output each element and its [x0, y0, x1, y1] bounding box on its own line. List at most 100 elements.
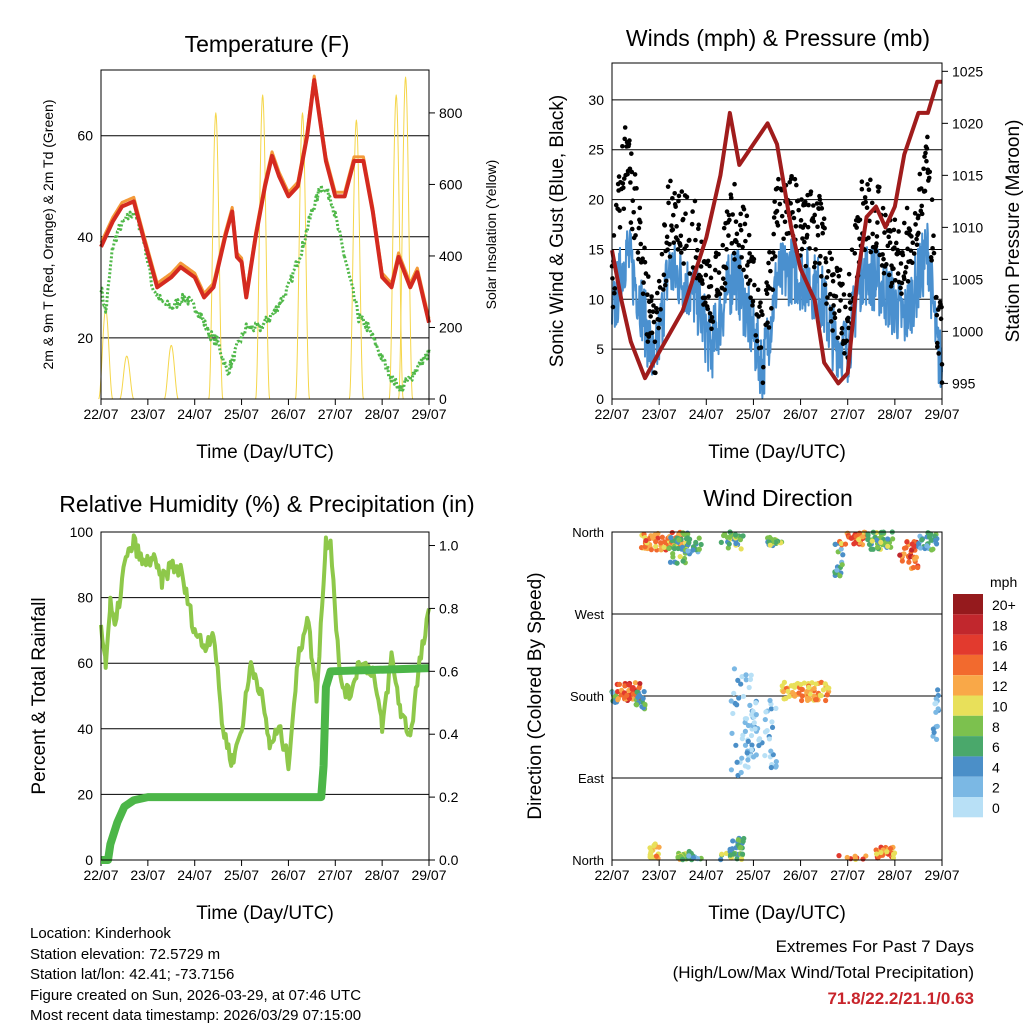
gust-point: [726, 212, 732, 218]
y-right-axis-label: Station Pressure (Maroon): [1003, 120, 1024, 343]
gust-point: [661, 287, 666, 292]
x-tick-label: 22/07: [83, 406, 118, 422]
direction-point: [909, 541, 915, 547]
humidity-line: [99, 533, 431, 772]
gust-point: [881, 270, 887, 276]
gust-point: [633, 233, 638, 238]
gust-point: [830, 278, 836, 284]
gust-point: [808, 189, 814, 194]
gust-point: [846, 271, 852, 277]
gust-point: [781, 236, 786, 242]
gust-point: [661, 272, 667, 278]
legend-swatch: [953, 594, 983, 615]
gust-point: [637, 219, 643, 225]
gust-point: [647, 309, 653, 314]
direction-point: [641, 689, 647, 695]
direction-point: [747, 676, 754, 683]
gust-point: [905, 279, 911, 284]
direction-point: [676, 537, 682, 543]
direction-point: [667, 559, 674, 565]
direction-point: [739, 736, 745, 742]
direction-point: [917, 545, 924, 551]
legend-swatch: [953, 675, 983, 696]
gust-point: [617, 225, 623, 230]
direction-point: [885, 543, 891, 549]
gust-point: [929, 197, 935, 203]
gust-point: [728, 195, 734, 201]
direction-point: [622, 683, 628, 689]
gust-point: [617, 208, 622, 213]
direction-point: [934, 723, 940, 729]
gust-point: [680, 216, 686, 222]
direction-point: [653, 539, 659, 545]
direction-point: [615, 695, 622, 702]
gust-point: [703, 300, 708, 305]
gust-point: [746, 232, 752, 238]
direction-point: [746, 684, 752, 691]
gust-point: [798, 218, 804, 223]
gust-point: [823, 259, 829, 265]
gust-point: [796, 207, 801, 213]
gust-point: [626, 141, 632, 147]
location-text: Location: Kinderhook: [30, 925, 171, 942]
gust-point: [768, 268, 773, 274]
gust-point: [679, 189, 685, 194]
gust-point: [678, 233, 684, 239]
y-tick-label: 25: [588, 142, 604, 158]
chart-title: Relative Humidity (%) & Precipitation (i…: [59, 491, 474, 517]
x-tick-label: 24/07: [689, 406, 724, 422]
gust-point: [833, 294, 839, 299]
gust-point: [662, 282, 668, 288]
gust-point: [812, 212, 818, 218]
direction-point: [897, 552, 903, 558]
x-tick-label: 25/07: [736, 406, 771, 422]
gust-point: [876, 189, 881, 194]
gust-point: [794, 182, 799, 188]
gust-point: [648, 314, 653, 319]
x-tick-label: 29/07: [411, 867, 446, 883]
direction-point: [769, 719, 775, 725]
gust-point: [724, 247, 729, 252]
gust-point: [708, 283, 714, 289]
gust-point: [774, 208, 780, 214]
gust-point: [866, 235, 871, 241]
x-axis-label: Time (Day/UTC): [708, 442, 846, 463]
direction-point: [728, 767, 735, 773]
direction-point: [742, 742, 749, 748]
direction-point: [781, 679, 788, 685]
legend-swatch: [953, 736, 983, 757]
gust-point: [649, 330, 655, 336]
gust-point: [721, 225, 727, 231]
gust-point: [732, 257, 737, 262]
gust-point: [823, 256, 828, 261]
direction-point: [643, 537, 649, 544]
direction-point: [773, 759, 779, 765]
x-tick-label: 24/07: [177, 406, 212, 422]
x-tick-label: 25/07: [224, 867, 259, 883]
gust-point: [753, 333, 759, 338]
gust-point: [620, 181, 626, 186]
x-tick-label: 29/07: [411, 406, 446, 422]
x-tick-label: 22/07: [594, 867, 629, 883]
direction-point: [677, 553, 683, 560]
direction-point: [933, 736, 940, 743]
gust-point: [770, 287, 776, 293]
direction-point: [642, 701, 648, 708]
legend-swatch: [953, 614, 983, 635]
gust-point: [727, 217, 732, 223]
y-right-tick-label: 0.0: [439, 852, 459, 868]
direction-point: [839, 562, 845, 568]
gust-point: [648, 298, 654, 304]
gust-point: [836, 273, 842, 279]
gust-point: [819, 274, 824, 279]
direction-point: [740, 693, 747, 700]
gust-point: [738, 211, 743, 217]
direction-point: [870, 546, 876, 552]
gust-point: [854, 225, 859, 230]
x-tick-label: 26/07: [783, 406, 818, 422]
gust-point: [818, 201, 824, 206]
recent-text: Most recent data timestamp: 2026/03/29 0…: [30, 1007, 362, 1024]
direction-point: [869, 538, 875, 544]
plot-frame: [100, 531, 430, 861]
gust-point: [802, 222, 808, 228]
